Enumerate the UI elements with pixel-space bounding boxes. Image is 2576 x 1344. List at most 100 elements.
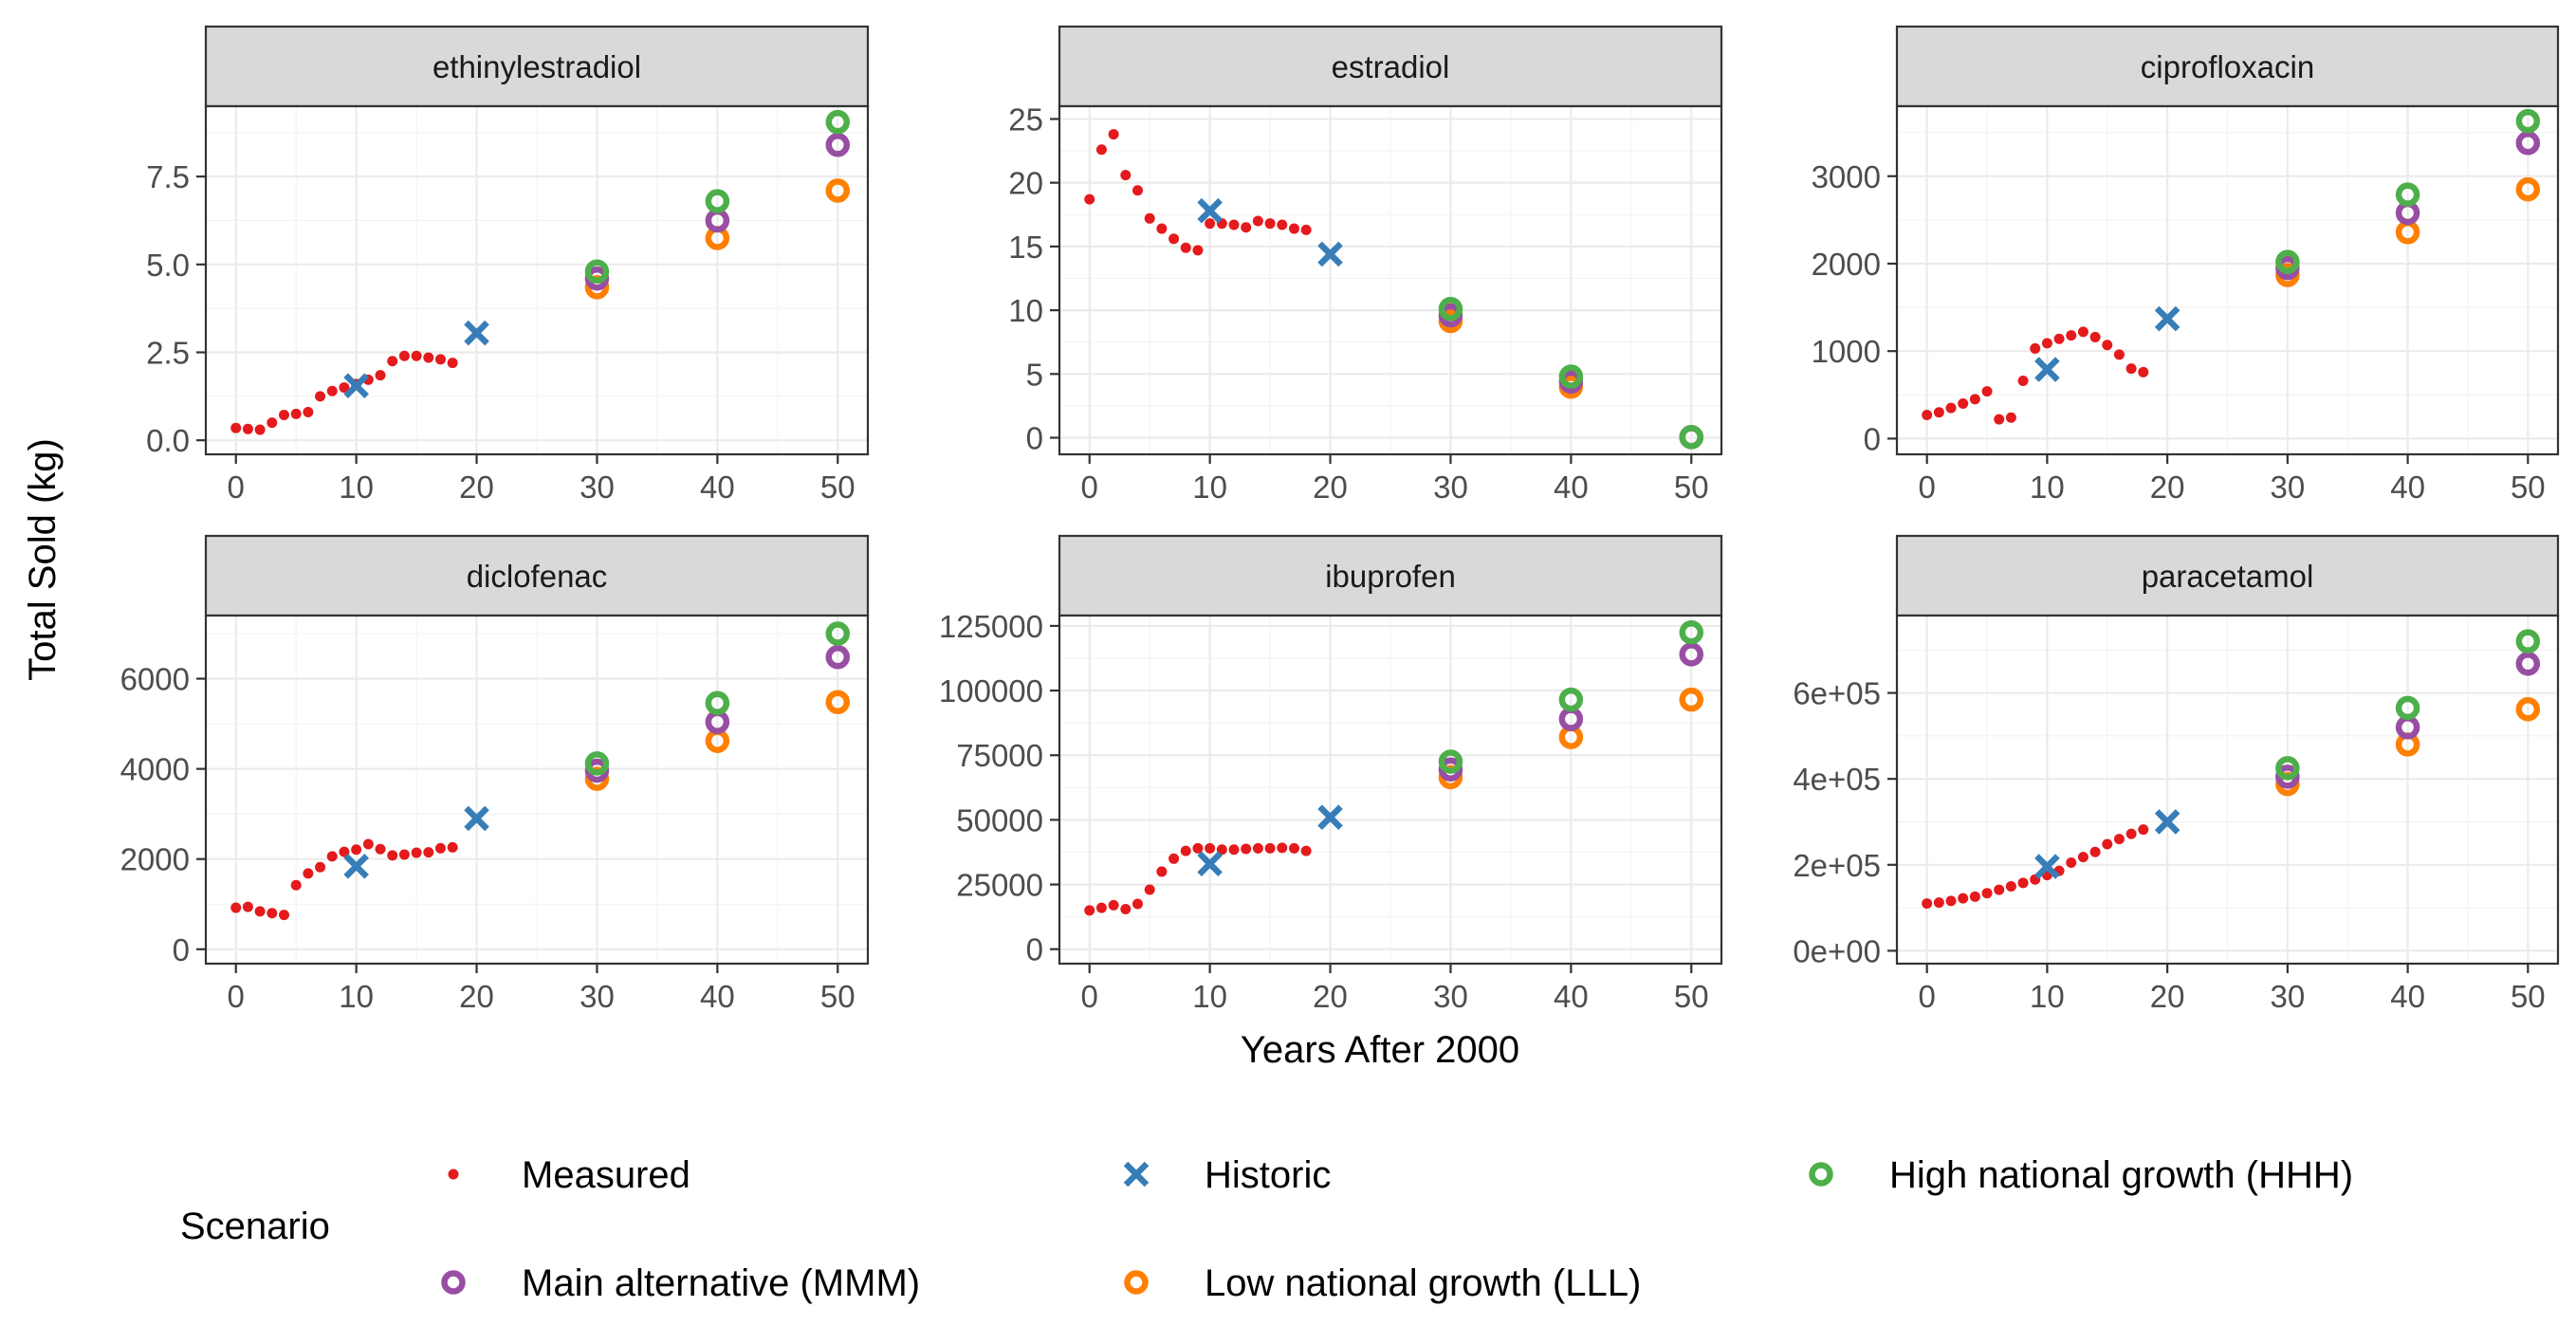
hhh-point [2515,108,2541,134]
x-tick-label: 20 [1313,469,1348,505]
gridlines [1897,106,2558,454]
hhh-point [1679,425,1704,450]
measured-point [1994,414,2005,425]
measured-point [2113,834,2125,845]
measured-point [2125,363,2137,375]
measured-point [1958,893,1969,904]
gridlines [1897,616,2558,964]
hhh-point [2275,249,2300,274]
historic-point [1197,851,1223,877]
measured-point [315,861,326,873]
measured-point [230,902,242,913]
hhh-point [1558,687,1584,712]
panel-border [204,104,870,456]
measured-point [1144,884,1155,895]
measured-point [1216,844,1227,856]
x-tick-label: 0 [1081,979,1098,1014]
y-tick-label: 20 [1008,166,1043,201]
x-tick-label: 20 [459,469,494,505]
x-axis-title: Years After 2000 [1241,1029,1519,1071]
panel-border [1895,614,2560,966]
measured-point [254,424,266,435]
facet-title: paracetamol [2142,559,2314,594]
measured-point [1981,386,1993,397]
measured-point [1108,899,1119,911]
legend-label: Main alternative (MMM) [522,1262,920,1304]
measured-point [387,356,398,367]
measured-point [278,910,289,921]
measured-point [1252,215,1263,227]
legend-label: Historic [1205,1154,1331,1196]
legend-key-mmm [441,1270,466,1295]
measured-point [1205,842,1216,854]
legend-title: Scenario [180,1206,330,1247]
measured-point [1168,233,1180,245]
measured-point [1180,242,1191,253]
y-tick-label: 3000 [1812,159,1881,194]
measured-point [1132,185,1143,196]
x-tick-label: 0 [228,469,245,505]
measured-point [2125,828,2137,839]
data-points [1922,108,2541,425]
y-tick-label: 0 [173,932,190,967]
measured-point [1277,219,1288,230]
x-tick-label: 20 [1313,979,1348,1014]
hhh-point [2395,695,2420,721]
measured-point [1144,212,1155,224]
panel-ibuprofen: ibuprofen 0 10 20 30 40 50 0 25000 50000 75000 1000… [939,534,1723,1014]
measured-point [411,847,422,858]
x-tick-label: 20 [2150,979,2185,1014]
y-tick-label: 4000 [120,752,190,787]
data-points [230,621,851,921]
mmm-point [1679,642,1704,667]
measured-point [1192,842,1204,854]
measured-point [2102,838,2113,850]
y-tick-label: 0 [1864,421,1881,456]
facet-title: diclofenac [467,559,608,594]
hhh-point [584,751,610,776]
facet-title: estradiol [1332,49,1450,84]
legend-label: Measured [522,1154,690,1196]
mmm-point [2515,651,2541,676]
y-tick-label: 125000 [939,609,1043,644]
measured-point [1084,905,1095,916]
measured-point [1922,898,1933,910]
measured-point [375,843,386,855]
x-tick-label: 30 [2271,469,2306,505]
hhh-point [1558,364,1584,389]
measured-point [1933,897,1944,909]
x-tick-label: 50 [820,979,856,1014]
x-tick-label: 10 [339,979,374,1014]
measured-point [1969,891,1980,902]
lll-point [1679,687,1704,712]
hhh-point [1438,296,1463,322]
panel-ciprofloxacin: ciprofloxacin 0 10 20 30 40 50 0 1000 2000 3000 [1812,25,2560,505]
measured-point [1168,853,1180,864]
x-tick-label: 20 [2150,469,2185,505]
measured-point [398,849,410,860]
x-tick-label: 40 [2390,979,2425,1014]
hhh-point [1438,749,1463,774]
measured-point [1205,218,1216,230]
measured-point [447,358,458,369]
historic-point [2034,357,2060,382]
measured-point [254,906,266,917]
x-tick-label: 50 [2511,979,2546,1014]
measured-point [326,385,338,396]
measured-point [278,409,289,420]
measured-point [1264,842,1276,854]
measured-point [1994,884,2005,895]
facet-strip [1058,534,1723,617]
measured-point [1095,144,1107,156]
historic-point [1317,241,1343,267]
measured-point [339,846,350,857]
measured-point [447,841,458,853]
x-tick-label: 40 [1554,979,1589,1014]
y-tick-label: 6e+05 [1793,676,1881,711]
legend-entry-mmm: Main alternative (MMM) [441,1262,920,1304]
measured-point [303,407,314,418]
y-tick-label: 75000 [956,738,1043,773]
measured-point [2077,852,2088,863]
panel-border [1058,104,1723,456]
